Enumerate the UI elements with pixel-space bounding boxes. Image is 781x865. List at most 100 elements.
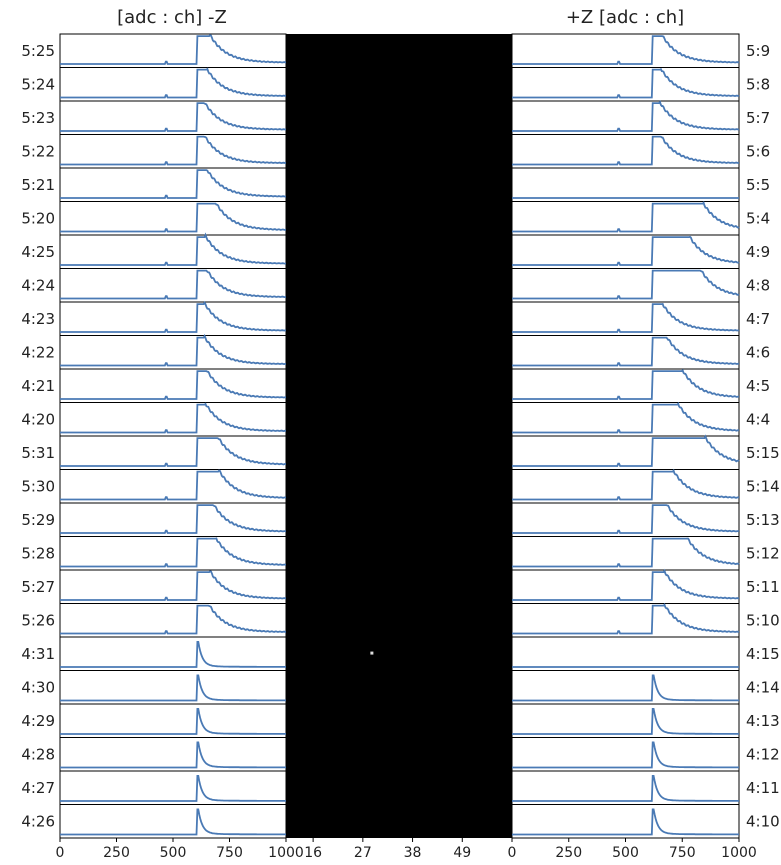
left-waveform-line: [60, 370, 287, 400]
right-row-label: 5:6: [746, 142, 770, 160]
heatmap-hit-point: [370, 651, 374, 655]
right-row-frame: [511, 301, 740, 336]
right-waveform-line: [512, 568, 740, 601]
left-waveform-line: [60, 102, 287, 132]
left-row-label: 5:27: [21, 578, 55, 596]
left-row-label: 4:24: [21, 276, 55, 294]
right-waveform-line: [512, 269, 740, 300]
left-row-label: 4:22: [21, 343, 55, 361]
left-waveform-line: [60, 469, 287, 501]
left-row-frame: [59, 636, 287, 671]
right-row-label: 5:7: [746, 109, 770, 127]
right-row-label: 5:4: [746, 209, 770, 227]
center-x-tick-label: 16: [304, 845, 322, 861]
right-row-label: 5:10: [746, 611, 780, 629]
left-row-label: 5:28: [21, 544, 55, 562]
right-row-frame: [511, 335, 740, 370]
right-x-tick-label: 250: [555, 845, 582, 861]
left-row-frame: [59, 603, 287, 638]
left-row-frame: [59, 268, 287, 303]
left-row-label: 4:30: [21, 678, 55, 696]
right-row-label: 4:12: [746, 745, 780, 763]
left-waveform-line: [60, 808, 286, 836]
left-row-frame: [59, 201, 287, 236]
right-row-label: 4:6: [746, 343, 770, 361]
left-row-label: 4:29: [21, 712, 55, 730]
right-waveform-line: [512, 603, 740, 635]
left-row-frame: [59, 67, 287, 102]
left-x-tick-label: 500: [160, 845, 187, 861]
left-row-frame: [59, 33, 287, 68]
center-heatmap-panel: 16 27 38 49: [286, 34, 512, 861]
right-waveform-line: [512, 401, 740, 434]
right-row-label: 4:4: [746, 410, 770, 428]
left-x-tick-label: 1000: [268, 845, 304, 861]
left-row-label: 5:30: [21, 477, 55, 495]
left-row-frame: [59, 804, 287, 839]
right-row-frame: [511, 134, 740, 169]
right-row-label: 5:12: [746, 544, 780, 562]
right-row-label: 4:11: [746, 779, 780, 797]
right-row-frame: [511, 804, 740, 839]
left-row-frame: [59, 536, 287, 571]
left-waveform-line: [60, 135, 287, 166]
right-x-tick-label: 1000: [721, 845, 757, 861]
right-row-label: 5:5: [746, 176, 770, 194]
right-row-frame: [511, 234, 740, 269]
left-row-label: 4:31: [21, 645, 55, 663]
right-waveform-line: [512, 808, 739, 836]
right-row-frame: [511, 435, 740, 470]
right-waveform-line: [512, 468, 740, 501]
left-row-frame: [59, 167, 287, 202]
right-row-frame: [511, 33, 740, 68]
left-waveform-line: [60, 504, 287, 534]
left-waveform-line: [60, 570, 287, 601]
left-waveform-line: [60, 232, 287, 266]
right-row-frame: [511, 201, 740, 236]
left-row-label: 4:25: [21, 243, 55, 261]
right-waveform-line: [512, 303, 740, 333]
left-x-tick-label: 250: [103, 845, 130, 861]
left-waveform-line: [60, 604, 287, 635]
right-x-tick-label: 0: [508, 845, 517, 861]
left-row-label: 4:23: [21, 310, 55, 328]
right-row-label: 5:13: [746, 511, 780, 529]
center-x-tick-label: 27: [354, 845, 372, 861]
left-row-label: 5:31: [21, 444, 55, 462]
left-row-frame: [59, 502, 287, 537]
left-waveform-line: [60, 269, 287, 300]
left-row-label: 4:26: [21, 812, 55, 830]
right-row-label: 5:11: [746, 578, 780, 596]
right-row-label: 4:9: [746, 243, 770, 261]
right-row-label: 4:7: [746, 310, 770, 328]
right-row-frame: [511, 402, 740, 437]
left-waveform-line: [60, 775, 286, 802]
left-row-frame: [59, 100, 287, 135]
left-x-tick-label: 750: [216, 845, 243, 861]
right-row-label: 4:10: [746, 812, 780, 830]
left-row-frame: [59, 368, 287, 403]
right-row-frame: [511, 703, 740, 738]
right-waveform-line: [512, 35, 740, 65]
center-x-tick-label: 38: [404, 845, 422, 861]
left-row-label: 5:26: [21, 611, 55, 629]
right-waveform-line: [512, 504, 740, 534]
left-row-frame: [59, 335, 287, 370]
left-x-tick-label: 0: [56, 845, 65, 861]
right-row-label: 5:8: [746, 75, 770, 93]
right-row-frame: [511, 469, 740, 504]
right-row-frame: [511, 636, 740, 671]
left-row-label: 5:20: [21, 209, 55, 227]
left-row-label: 4:28: [21, 745, 55, 763]
left-waveform-line: [60, 34, 287, 65]
left-row-label: 4:27: [21, 779, 55, 797]
right-waveform-line: [512, 708, 739, 735]
left-row-frame: [59, 402, 287, 437]
right-waveform-line: [512, 368, 740, 400]
right-x-tick-label: 500: [612, 845, 639, 861]
left-row-frame: [59, 737, 287, 772]
right-row-label: 5:9: [746, 42, 770, 60]
left-waveform-line: [60, 300, 287, 333]
left-waveform-line: [60, 402, 287, 434]
